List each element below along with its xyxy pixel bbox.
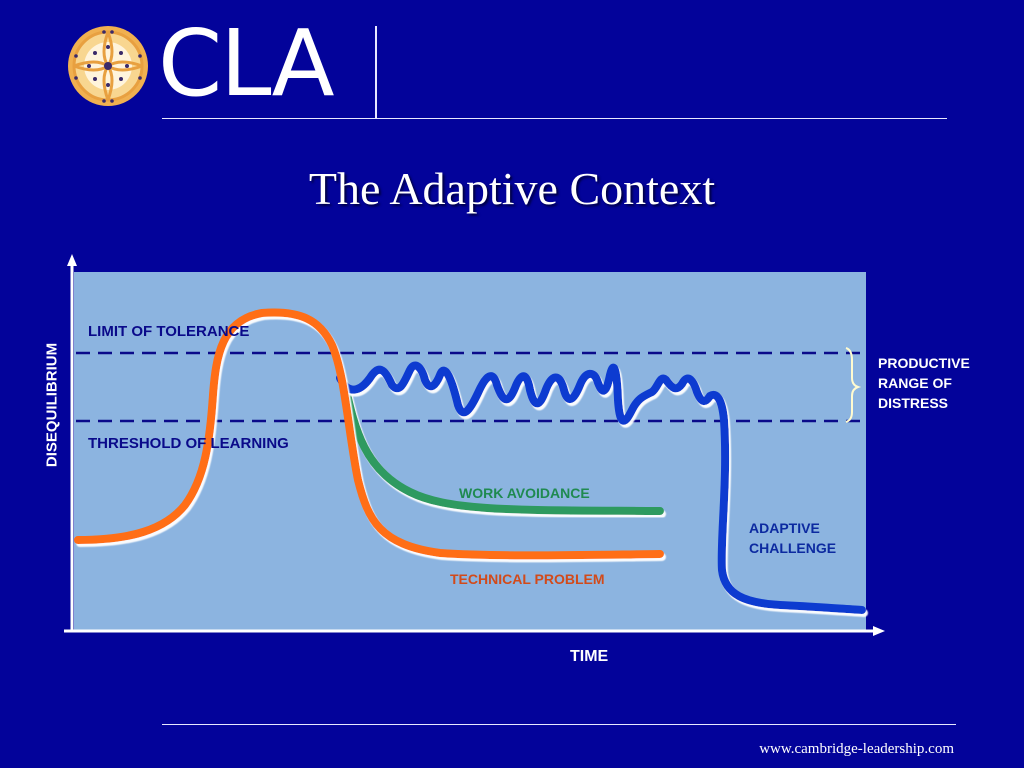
- x-axis-label: TIME: [570, 648, 609, 665]
- footer-url: www.cambridge-leadership.com: [759, 741, 954, 757]
- work-avoidance-curve: [341, 381, 664, 515]
- logo-text: CLA: [158, 10, 335, 117]
- technical-problem-label: TECHNICAL PROBLEM: [450, 571, 605, 587]
- adaptive-challenge-label: ADAPTIVE CHALLENGE: [749, 520, 837, 556]
- slide-title: The Adaptive Context: [308, 163, 716, 214]
- header-divider-horizontal: [162, 118, 947, 119]
- productive-range-label: PRODUCTIVE RANGE OF DISTRESS: [878, 355, 970, 411]
- technical-problem-curve: [74, 308, 664, 560]
- x-axis-arrow-icon: [873, 626, 885, 636]
- work-avoidance-label: WORK AVOIDANCE: [459, 485, 590, 501]
- footer-divider: [162, 724, 956, 725]
- productive-range-brace: [845, 347, 862, 423]
- y-axis-label: DISEQUILIBRIUM: [43, 342, 61, 468]
- y-axis-arrow-icon: [67, 254, 77, 266]
- threshold-of-learning-label: THRESHOLD OF LEARNING: [88, 435, 289, 452]
- limit-of-tolerance-label: LIMIT OF TOLERANCE: [88, 323, 250, 340]
- header-divider-vertical: [375, 26, 377, 118]
- cla-logo-icon: [68, 26, 148, 106]
- adaptive-challenge-curve: [336, 361, 866, 614]
